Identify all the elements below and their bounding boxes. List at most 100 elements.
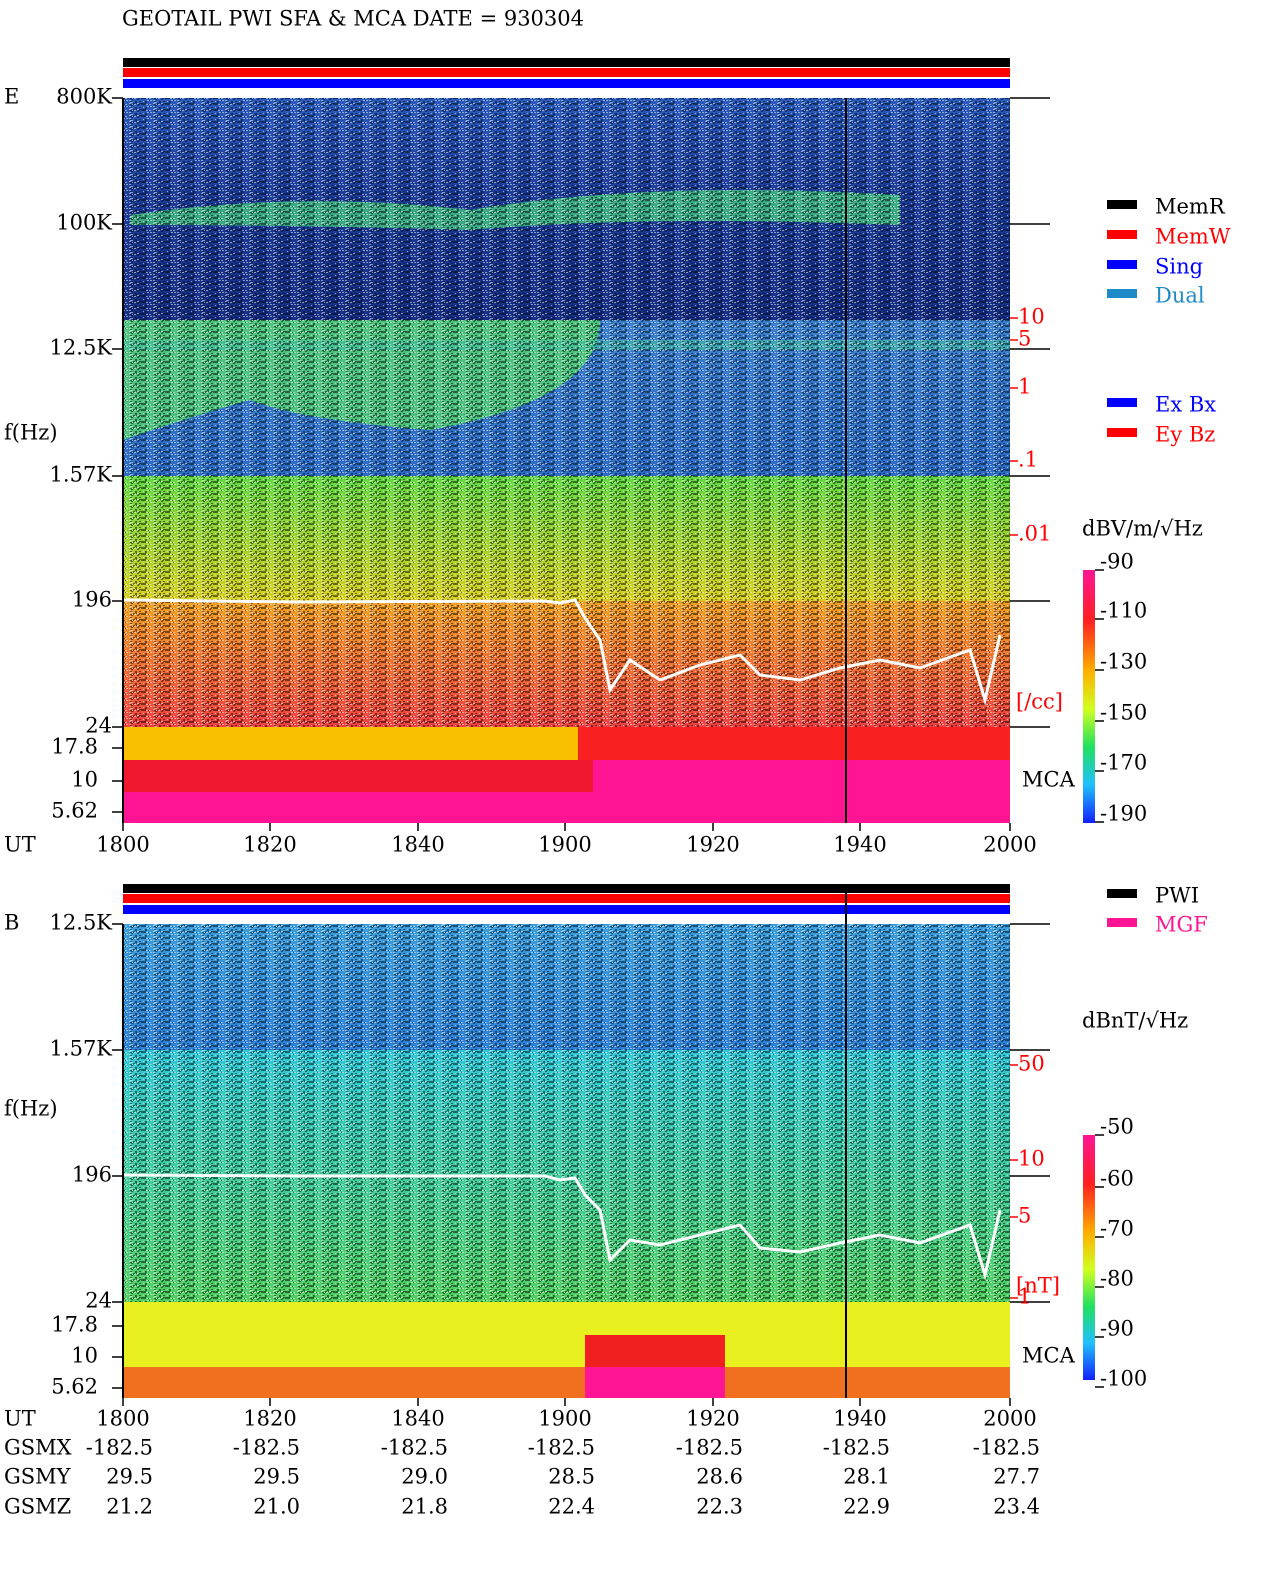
legend-label: Sing xyxy=(1155,255,1203,279)
time-tick-label: 1820 xyxy=(243,833,296,857)
orbit-value: 21.8 xyxy=(401,1495,448,1519)
mca-label: MCA xyxy=(1022,1344,1076,1368)
spectrogram-b xyxy=(122,884,1010,1398)
legend-label: MemW xyxy=(1155,225,1231,249)
orbit-value: 27.7 xyxy=(993,1465,1040,1489)
orbit-label: GSMZ xyxy=(4,1495,71,1519)
mca-tick-label: 5.62 xyxy=(51,1375,98,1399)
density-tick-label: .1 xyxy=(1018,448,1038,472)
legend-swatch xyxy=(1107,398,1137,407)
orbit-value: 22.9 xyxy=(843,1495,890,1519)
colorbar-tick-label: -170 xyxy=(1100,751,1147,775)
density-tick-label: 50 xyxy=(1018,1052,1045,1076)
orbit-value: 29.5 xyxy=(106,1465,153,1489)
density-tick-label: 5 xyxy=(1018,1204,1031,1228)
colorbar-b xyxy=(1083,1135,1095,1380)
orbit-value: 23.4 xyxy=(993,1495,1040,1519)
orbit-value: 28.6 xyxy=(696,1465,743,1489)
legend-label: PWI xyxy=(1155,884,1199,908)
legend-swatch xyxy=(1107,200,1137,209)
density-unit: [nT] xyxy=(1016,1274,1060,1298)
freq-tick-label: 24 xyxy=(85,714,112,738)
legend-label: Ey Bz xyxy=(1155,423,1215,447)
orbit-value: -182.5 xyxy=(528,1436,595,1460)
colorbar-tick-label: -60 xyxy=(1100,1167,1134,1191)
colorbar-tick-label: -150 xyxy=(1100,701,1147,725)
freq-tick-label: 100K xyxy=(56,211,112,235)
orbit-value: -182.5 xyxy=(233,1436,300,1460)
freq-tick-label: 1.57K xyxy=(50,463,113,487)
density-unit: [/cc] xyxy=(1016,690,1063,714)
orbit-value: 21.0 xyxy=(253,1495,300,1519)
freq-tick-label: 12.5K xyxy=(50,911,113,935)
orbit-value: 29.0 xyxy=(401,1465,448,1489)
legend-swatch xyxy=(1107,289,1137,298)
freq-tick-label: 196 xyxy=(72,588,112,612)
legend-swatch xyxy=(1107,230,1137,239)
mca-tick-label: 10 xyxy=(71,1344,98,1368)
time-tick-label: 1820 xyxy=(243,1407,296,1431)
legend-label: MemR xyxy=(1155,195,1226,219)
time-tick-label: 1920 xyxy=(686,1407,739,1431)
time-tick-label: 1840 xyxy=(391,1407,444,1431)
orbit-value: 29.5 xyxy=(253,1465,300,1489)
orbit-value: 28.5 xyxy=(548,1465,595,1489)
mca-tick-label: 5.62 xyxy=(51,799,98,823)
mca-tick-label: 17.8 xyxy=(51,1313,98,1337)
colorbar-unit: dBV/m/√Hz xyxy=(1082,517,1203,541)
spectrogram-e xyxy=(122,58,1010,823)
legend-swatch xyxy=(1107,918,1137,927)
legend-swatch xyxy=(1107,428,1137,437)
mca-tick-label: 17.8 xyxy=(51,735,98,759)
time-tick-label: 1840 xyxy=(391,833,444,857)
orbit-label: GSMX xyxy=(4,1436,72,1460)
density-tick-label: .01 xyxy=(1018,522,1051,546)
time-tick-label: 1800 xyxy=(96,1407,149,1431)
legend-label: Ex Bx xyxy=(1155,393,1216,417)
time-label: UT xyxy=(4,1407,36,1431)
density-tick-label: 5 xyxy=(1018,327,1031,351)
time-tick-label: 1920 xyxy=(686,833,739,857)
orbit-value: -182.5 xyxy=(676,1436,743,1460)
orbit-value: -182.5 xyxy=(86,1436,153,1460)
orbit-value: -182.5 xyxy=(381,1436,448,1460)
freq-tick-label: 196 xyxy=(72,1163,112,1187)
colorbar-e xyxy=(1083,570,1095,823)
density-tick-label: 1 xyxy=(1018,375,1031,399)
colorbar-tick-label: -130 xyxy=(1100,650,1147,674)
colorbar-tick-label: -90 xyxy=(1100,1317,1134,1341)
freq-tick-label: 800K xyxy=(56,85,112,109)
orbit-value: -182.5 xyxy=(823,1436,890,1460)
legend-swatch xyxy=(1107,260,1137,269)
mca-label: MCA xyxy=(1022,768,1076,792)
colorbar-tick-label: -110 xyxy=(1100,599,1147,623)
density-tick-label: 10 xyxy=(1018,305,1045,329)
time-tick-label: 2000 xyxy=(983,833,1036,857)
freq-tick-label: 24 xyxy=(85,1289,112,1313)
title: GEOTAIL PWI SFA & MCA DATE = 930304 xyxy=(122,7,584,31)
colorbar-tick-label: -190 xyxy=(1100,802,1147,826)
colorbar-tick-label: -70 xyxy=(1100,1217,1134,1241)
time-tick-label: 1940 xyxy=(833,1407,886,1431)
time-tick-label: 1900 xyxy=(538,833,591,857)
colorbar-unit: dBnT/√Hz xyxy=(1082,1009,1188,1033)
panel-label: B xyxy=(4,911,19,935)
freq-tick-label: 1.57K xyxy=(50,1037,113,1061)
density-tick-label: 10 xyxy=(1018,1147,1045,1171)
orbit-value: 28.1 xyxy=(843,1465,890,1489)
colorbar-tick-label: -80 xyxy=(1100,1267,1134,1291)
axis-label: f(Hz) xyxy=(4,1097,58,1121)
axis-label: f(Hz) xyxy=(4,421,58,445)
orbit-value: 22.3 xyxy=(696,1495,743,1519)
orbit-value: -182.5 xyxy=(973,1436,1040,1460)
legend-label: MGF xyxy=(1155,913,1208,937)
density-tick-label: 1 xyxy=(1018,1285,1031,1309)
time-tick-label: 1800 xyxy=(96,833,149,857)
freq-tick-label: 12.5K xyxy=(50,336,113,360)
panel-label: E xyxy=(4,85,19,109)
time-tick-label: 2000 xyxy=(983,1407,1036,1431)
legend-label: Dual xyxy=(1155,284,1205,308)
mca-tick-label: 10 xyxy=(71,768,98,792)
time-label: UT xyxy=(4,833,36,857)
